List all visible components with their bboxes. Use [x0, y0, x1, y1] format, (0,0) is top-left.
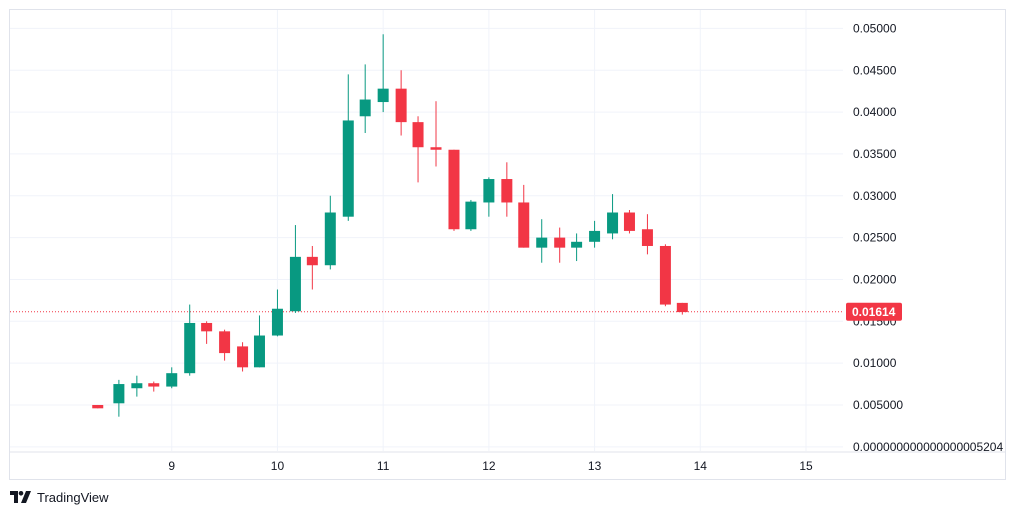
candle-body: [518, 202, 530, 248]
price-tick-label: 0.03500: [853, 147, 897, 161]
candle-body: [554, 237, 566, 248]
price-tick-label: 0.04000: [853, 105, 897, 119]
candle-down: [237, 342, 249, 372]
price-axis[interactable]: 0.05000 0.04500 0.04000 0.03500 0.03000 0.025…: [853, 21, 1003, 453]
candle-body: [253, 335, 265, 368]
price-tick-label: 0.02000: [853, 272, 897, 286]
candle-body: [166, 373, 178, 387]
candle-body: [589, 230, 601, 242]
candle-body: [237, 346, 249, 368]
candle-down: [148, 381, 160, 392]
candle-down: [501, 162, 513, 217]
candle-up: [131, 375, 143, 397]
candle-body: [342, 120, 354, 217]
time-tick-label: 15: [799, 459, 813, 473]
candle-down: [412, 116, 424, 183]
candle-body: [92, 404, 104, 409]
candle-down: [554, 227, 566, 263]
last-price-badge-background: [846, 302, 902, 321]
candle-body: [131, 383, 143, 389]
time-tick-label: 9: [168, 459, 175, 473]
candle-body: [448, 149, 460, 230]
candle-up: [589, 220, 601, 248]
price-tick-label: 0.03000: [853, 189, 897, 203]
candle-body: [184, 322, 196, 374]
candle-body: [377, 88, 389, 103]
candle-down: [430, 101, 442, 167]
candle-body: [113, 384, 125, 404]
candle-down: [219, 329, 231, 361]
candle-down: [676, 302, 688, 315]
price-tick-label: 0.000000000000000005204: [853, 440, 1003, 454]
candle-body: [607, 212, 619, 234]
last-price-badge: 0.01614: [846, 302, 902, 321]
candle-layer: [92, 34, 688, 417]
grid-layer: [10, 10, 843, 451]
time-tick-label: 12: [482, 459, 496, 473]
candle-up: [483, 177, 495, 217]
candle-body: [359, 99, 371, 117]
candle-body: [289, 256, 301, 312]
candle-up: [113, 379, 125, 417]
last-price-label: 0.01614: [852, 305, 896, 319]
candlestick-chart[interactable]: 0.05000 0.04500 0.04000 0.03500 0.03000 0.025…: [0, 0, 1016, 485]
chart-frame[interactable]: [9, 9, 1006, 480]
candle-body: [324, 212, 336, 266]
price-tick-label: 0.05000: [853, 21, 897, 35]
candle-down: [92, 404, 104, 409]
candle-up: [607, 194, 619, 240]
time-tick-label: 10: [271, 459, 285, 473]
candle-up: [289, 225, 301, 313]
brand-name: TradingView: [37, 489, 109, 505]
candle-down: [201, 321, 213, 344]
candle-body: [536, 237, 548, 248]
candle-up: [271, 289, 283, 337]
time-tick-label: 11: [377, 459, 390, 473]
candle-up: [359, 64, 371, 134]
candle-down: [641, 214, 653, 255]
candle-up: [324, 195, 336, 270]
price-tick-label: 0.005000: [853, 398, 903, 412]
candle-up: [184, 304, 196, 376]
candle-body: [465, 201, 477, 230]
candle-body: [623, 212, 635, 231]
candle-body: [271, 308, 283, 336]
candle-body: [430, 147, 442, 150]
tradingview-logo-icon: [10, 491, 31, 503]
candle-down: [395, 70, 407, 136]
candle-body: [483, 179, 495, 203]
tradingview-branding[interactable]: TradingView: [10, 488, 109, 506]
candle-up: [536, 219, 548, 263]
time-tick-label: 13: [588, 459, 602, 473]
candle-down: [448, 149, 460, 231]
candle-up: [377, 34, 389, 113]
time-tick-label: 14: [694, 459, 708, 473]
price-tick-label: 0.01000: [853, 356, 897, 370]
candle-up: [166, 367, 178, 389]
candle-up: [253, 315, 265, 368]
candle-body: [641, 229, 653, 246]
candle-body: [659, 245, 671, 305]
candle-body: [501, 179, 513, 203]
candle-body: [412, 122, 424, 148]
time-axis[interactable]: 9 10 11 12 13 14 15: [168, 459, 813, 473]
price-tick-label: 0.04500: [853, 63, 897, 77]
candle-body: [306, 256, 318, 266]
candle-down: [306, 245, 318, 290]
candle-body: [219, 331, 231, 354]
price-tick-label: 0.02500: [853, 231, 897, 245]
candle-down: [659, 244, 671, 307]
candle-down: [518, 184, 530, 248]
candle-body: [571, 241, 583, 248]
candle-up: [465, 199, 477, 231]
candle-body: [201, 322, 213, 332]
candle-up: [571, 233, 583, 262]
candle-body: [148, 383, 160, 387]
candle-up: [342, 74, 354, 221]
candle-body: [676, 302, 688, 313]
candle-down: [623, 209, 635, 234]
candle-body: [395, 88, 407, 123]
